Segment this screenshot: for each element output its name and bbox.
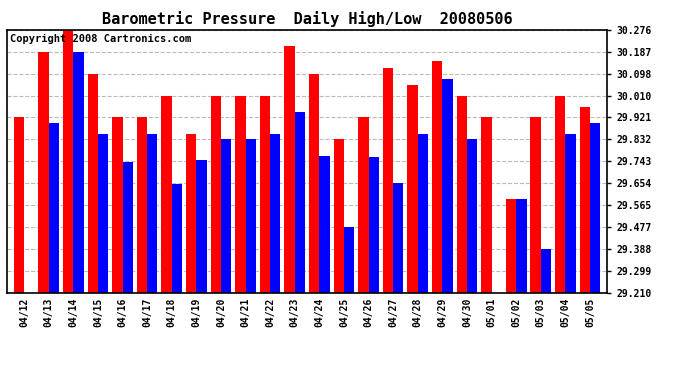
Bar (368, 157, 379, 292)
Bar (112, 117, 123, 292)
Bar (63, 30, 73, 292)
Bar (457, 96, 467, 292)
Bar (123, 162, 133, 292)
Bar (137, 117, 147, 292)
Bar (565, 134, 575, 292)
Bar (284, 46, 295, 292)
Bar (73, 52, 83, 292)
Bar (555, 96, 565, 292)
Bar (531, 117, 541, 292)
Bar (506, 199, 516, 292)
Bar (467, 140, 477, 292)
Bar (344, 227, 354, 292)
Text: Copyright 2008 Cartronics.com: Copyright 2008 Cartronics.com (10, 34, 191, 44)
Bar (295, 112, 305, 292)
Bar (309, 74, 319, 292)
Bar (319, 156, 330, 292)
Bar (14, 117, 24, 292)
Bar (358, 117, 368, 292)
Bar (383, 68, 393, 292)
Bar (98, 134, 108, 292)
Bar (590, 123, 600, 292)
Bar (147, 134, 157, 292)
Bar (516, 199, 526, 292)
Bar (442, 79, 453, 292)
Bar (49, 123, 59, 292)
Bar (481, 117, 491, 292)
Bar (334, 140, 344, 292)
Bar (260, 96, 270, 292)
Bar (221, 140, 231, 292)
Bar (432, 61, 442, 292)
Bar (270, 134, 280, 292)
Bar (210, 96, 221, 292)
Bar (39, 52, 49, 292)
Bar (407, 85, 417, 292)
Bar (172, 184, 182, 292)
Bar (417, 134, 428, 292)
Bar (246, 140, 256, 292)
Bar (541, 249, 551, 292)
Title: Barometric Pressure  Daily High/Low  20080506: Barometric Pressure Daily High/Low 20080… (101, 12, 513, 27)
Bar (393, 183, 404, 292)
Bar (161, 96, 172, 292)
Bar (580, 106, 590, 292)
Bar (88, 74, 98, 292)
Bar (235, 96, 246, 292)
Bar (197, 159, 207, 292)
Bar (186, 134, 197, 292)
